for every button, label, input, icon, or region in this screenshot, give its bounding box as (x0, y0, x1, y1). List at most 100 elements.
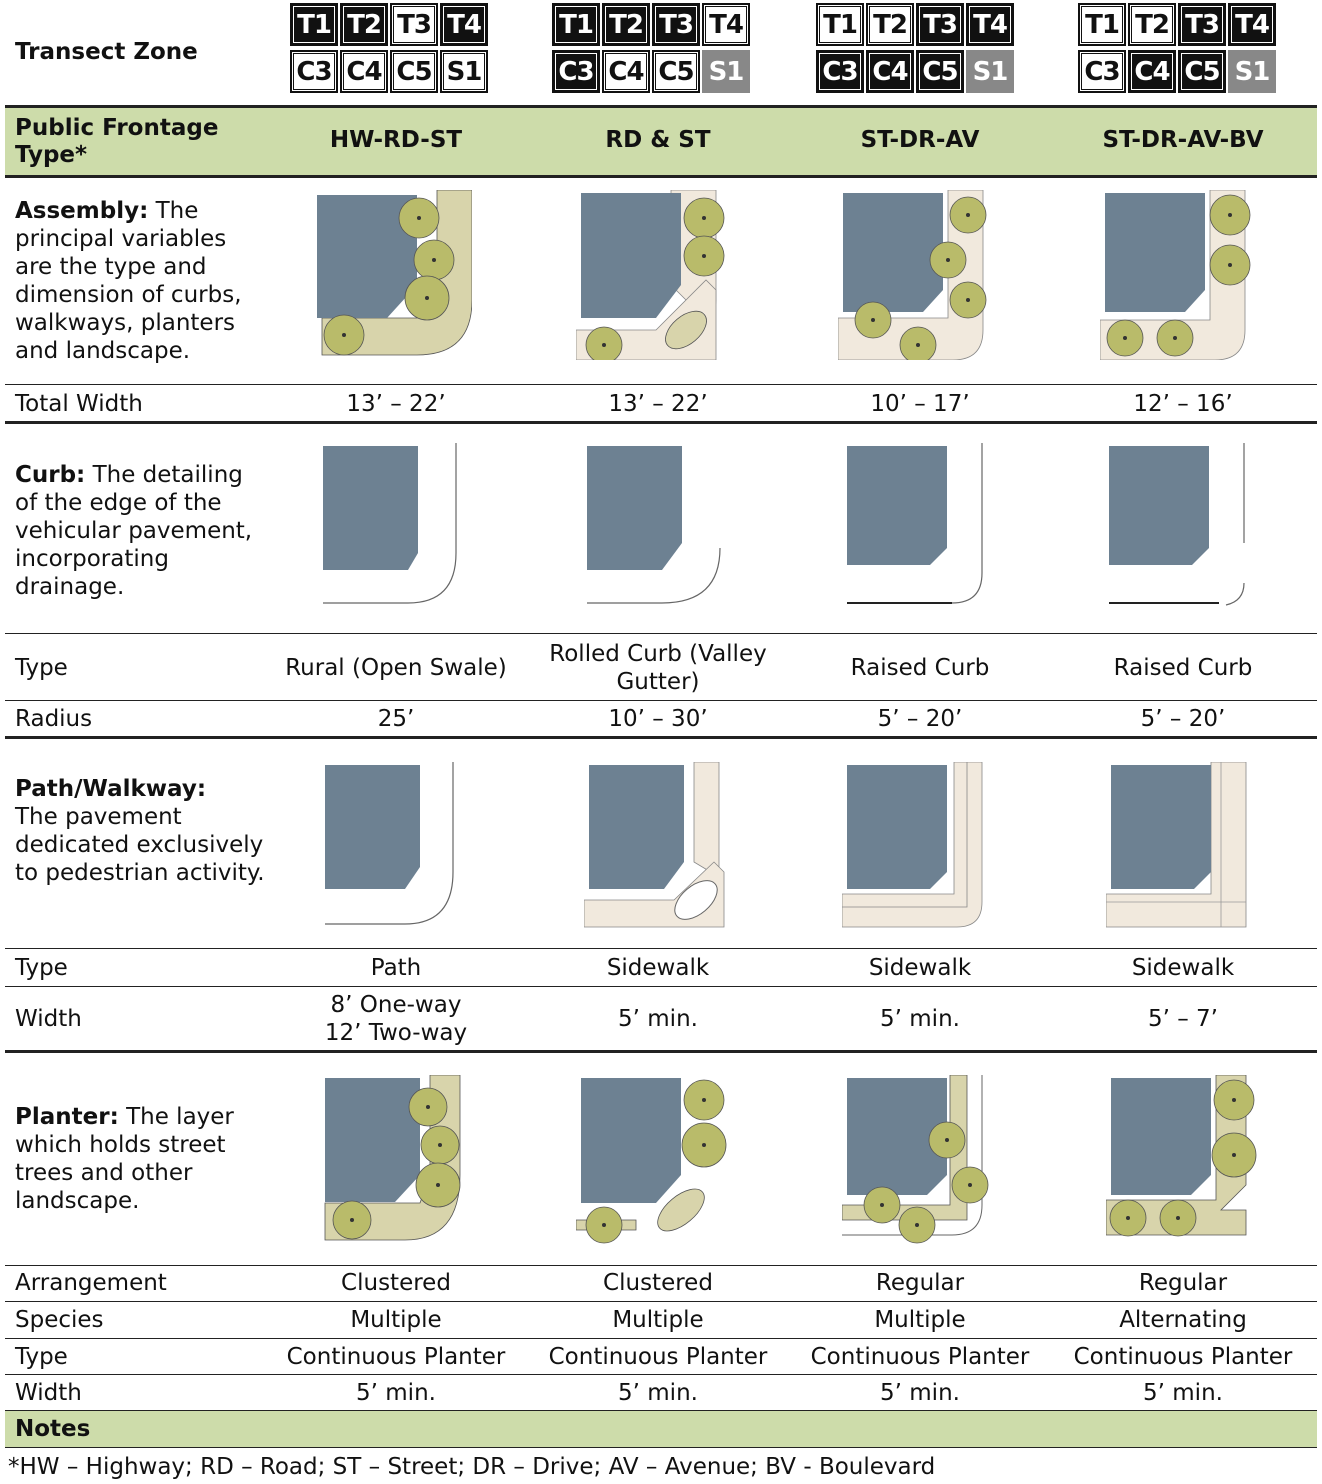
path-type-col4: Sidewalk (1131, 955, 1235, 981)
zone-badge-t2: T2 (340, 3, 388, 46)
frontage-type-label: Public Frontage Type* (15, 115, 219, 168)
zone-badge-c4: C4 (866, 50, 914, 93)
planter-diagram-col4 (1106, 1075, 1257, 1237)
assembly-diagram-col2 (576, 190, 725, 360)
frontage-col3: ST-DR-AV (860, 127, 980, 153)
zone-badge-c5: C5 (1178, 50, 1226, 93)
zone-row: C3 C4 C5 S1 (290, 50, 490, 93)
divider (5, 1301, 1317, 1302)
path-width-col1-line1: 8’ One-way (330, 992, 462, 1018)
divider (5, 384, 1317, 385)
assembly-diagram-col3 (838, 190, 987, 360)
zone-row: C3 C4 C5 S1 (816, 50, 1016, 93)
planter-desc-text: The layer which holds street trees and o… (15, 1104, 234, 1214)
zone-badge-t4: T4 (1228, 3, 1276, 46)
curb-diagram-col2 (587, 446, 721, 604)
total-width-label: Total Width (15, 391, 143, 417)
zone-badge-t2: T2 (602, 3, 650, 46)
path-width-col1-line2: 12’ Two-way (324, 1020, 468, 1046)
radius-col3: 5’ – 20’ (877, 706, 963, 732)
path-description: Path/Walkway: The pavement dedicated excl… (15, 775, 265, 887)
planter-title: Planter: (15, 1104, 119, 1130)
zone-badge-c4: C4 (340, 50, 388, 93)
divider (5, 948, 1317, 949)
zone-badge-c3: C3 (290, 50, 338, 93)
notes-title: Notes (15, 1416, 91, 1442)
assembly-diagram-col1 (317, 190, 472, 356)
zone-badge-s1: S1 (440, 50, 488, 93)
zone-badge-t1: T1 (552, 3, 600, 46)
path-width-label: Width (15, 1006, 82, 1032)
zone-badge-t4: T4 (702, 3, 750, 46)
curb-diagram-col4 (1109, 443, 1245, 606)
species-label: Species (15, 1307, 104, 1333)
zone-badge-t4: T4 (966, 3, 1014, 46)
radius-col1: 25’ (377, 706, 415, 732)
zone-row: C3 C4 C5 S1 (1078, 50, 1278, 93)
divider (5, 1338, 1317, 1339)
planter-type-col1: Continuous Planter (286, 1344, 506, 1370)
species-col1: Multiple (350, 1307, 442, 1333)
notes-text: *HW – Highway; RD – Road; ST – Street; D… (8, 1454, 936, 1480)
zone-row: C3 C4 C5 S1 (552, 50, 752, 93)
path-width-col2: 5’ min. (618, 1006, 698, 1032)
frontage-col4: ST-DR-AV-BV (1102, 127, 1264, 153)
zone-badge-t4: T4 (440, 3, 488, 46)
planter-type-col4: Continuous Planter (1073, 1344, 1293, 1370)
divider (5, 175, 1317, 178)
assembly-description: Assembly: The principal variables are th… (15, 197, 255, 365)
curb-diagram-col1 (323, 443, 457, 604)
radius-label: Radius (15, 706, 93, 732)
zone-row: T1 T2 T3 T4 (290, 3, 490, 46)
notes-bar (5, 1411, 1317, 1447)
assembly-desc-text: The principal variables are the type and… (15, 198, 242, 364)
zone-badge-c5: C5 (652, 50, 700, 93)
assembly-title: Assembly: (15, 198, 149, 224)
path-desc-text: The pavement dedicated exclusively to pe… (15, 804, 265, 886)
planter-type-col2: Continuous Planter (548, 1344, 768, 1370)
transect-zone-label: Transect Zone (15, 39, 198, 65)
radius-col4: 5’ – 20’ (1140, 706, 1226, 732)
zone-badge-s1: S1 (702, 50, 750, 93)
total-width-col4: 12’ – 16’ (1133, 391, 1233, 417)
path-diagram-col1 (325, 762, 454, 925)
zone-badge-s1: S1 (1228, 50, 1276, 93)
assembly-diagram-col4 (1100, 190, 1251, 360)
path-width-col4: 5’ – 7’ (1147, 1006, 1218, 1032)
arrangement-col2: Clustered (603, 1270, 713, 1296)
frontage-col1: HW-RD-ST (329, 127, 463, 153)
path-width-col3: 5’ min. (880, 1006, 960, 1032)
curb-desc-text: The detailing of the edge of the vehicul… (15, 462, 253, 600)
curb-type-col3: Raised Curb (850, 655, 990, 681)
divider (5, 105, 1317, 108)
total-width-col1: 13’ – 22’ (346, 391, 446, 417)
planter-diagram-col1 (324, 1075, 461, 1241)
zone-grid-col1: T1 T2 T3 T4 C3 C4 C5 S1 (290, 3, 490, 99)
curb-type-label: Type (15, 655, 68, 681)
planter-type-col3: Continuous Planter (810, 1344, 1030, 1370)
planter-width-col4: 5’ min. (1143, 1380, 1223, 1406)
zone-badge-c3: C3 (1078, 50, 1126, 93)
arrangement-label: Arrangement (15, 1270, 167, 1296)
curb-diagram-col3 (847, 443, 983, 604)
zone-badge-t1: T1 (816, 3, 864, 46)
divider (5, 421, 1317, 424)
arrangement-col4: Regular (1138, 1270, 1228, 1296)
frontage-header-bar (5, 108, 1317, 175)
planter-type-label: Type (15, 1344, 68, 1370)
curb-type-col4: Raised Curb (1113, 655, 1253, 681)
divider (5, 1265, 1317, 1266)
zone-badge-c4: C4 (602, 50, 650, 93)
planter-description: Planter: The layer which holds street tr… (15, 1103, 255, 1215)
divider (5, 1050, 1317, 1053)
divider (5, 1447, 1317, 1448)
frontage-col2: RD & ST (605, 127, 711, 153)
planter-diagram-col2 (576, 1078, 727, 1244)
path-width-col1: 8’ One-way 12’ Two-way (266, 991, 526, 1047)
arrangement-col1: Clustered (341, 1270, 451, 1296)
zone-badge-t3: T3 (916, 3, 964, 46)
path-diagram-col2 (584, 762, 725, 928)
zone-grid-col3: T1 T2 T3 T4 C3 C4 C5 S1 (816, 3, 1016, 99)
path-type-col2: Sidewalk (606, 955, 710, 981)
zone-row: T1 T2 T3 T4 (816, 3, 1016, 46)
